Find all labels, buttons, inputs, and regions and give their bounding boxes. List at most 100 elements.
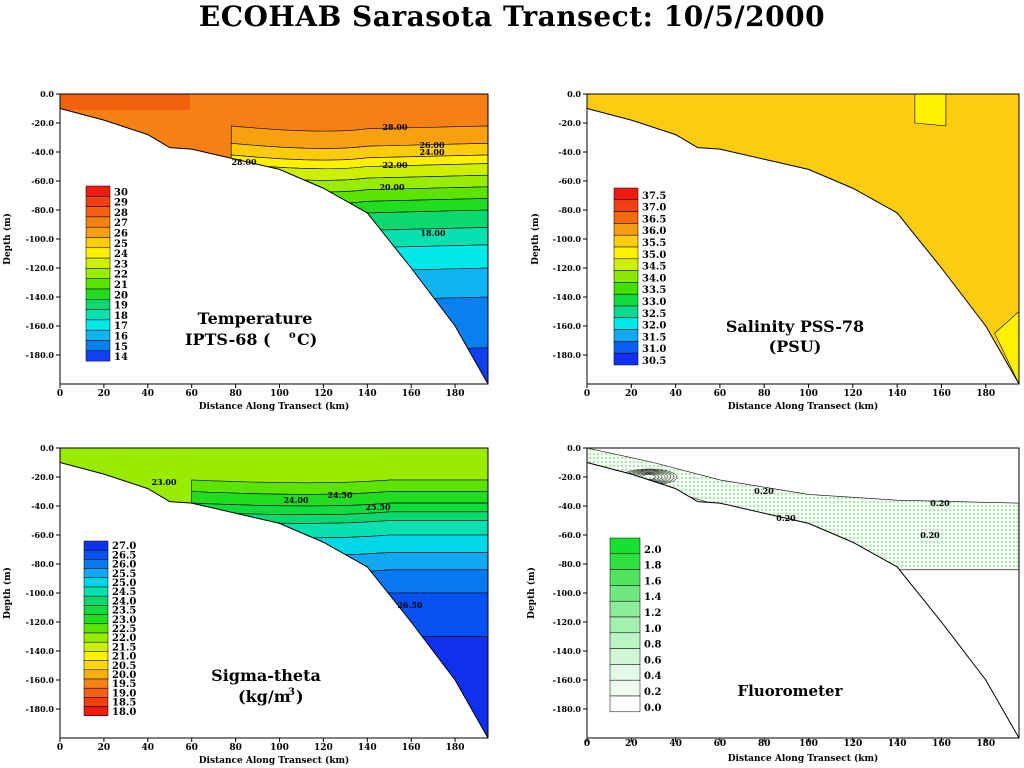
salinity-ytick: -20.0 (558, 118, 581, 128)
sigma_theta-xtick: 0 (57, 743, 63, 753)
salinity-legend-label: 34.5 (642, 262, 666, 273)
salinity-legend-swatch (613, 258, 639, 271)
fluorometer-ytick: 0.0 (567, 443, 581, 453)
temperature-ytick: -20.0 (31, 118, 54, 128)
salinity-xtick: 40 (669, 389, 682, 399)
sigma_theta-xtick: 60 (185, 743, 198, 753)
fluorometer-legend-swatch (609, 695, 641, 713)
salinity-label-line: (PSU) (769, 337, 822, 356)
sigma_theta-ytick: 0.0 (40, 443, 54, 453)
sigma_theta-contour-label: 25.50 (365, 502, 390, 512)
fluorometer-legend-label: 1.6 (644, 576, 661, 587)
fluorometer-legend-label: 1.2 (644, 608, 661, 619)
sigma-label-line: ) (296, 687, 304, 706)
temperature-legend-label: 14 (114, 352, 128, 363)
fluorometer-ytick: -140.0 (553, 646, 582, 656)
salinity-ytick: -80.0 (558, 205, 581, 215)
sigma_theta-xtick: 40 (142, 743, 155, 753)
fluorometer-xtick: 180 (976, 739, 995, 749)
fluorometer-xtick: 60 (714, 739, 727, 749)
fluorometer-xtick: 160 (932, 739, 951, 749)
fluorometer-legend-label: 1.0 (644, 624, 661, 635)
sigma_theta-xlabel: Distance Along Transect (km) (199, 755, 350, 766)
sigma_theta-legend-swatch (83, 577, 109, 588)
salinity-ytick: -180.0 (553, 350, 582, 360)
sigma_theta-ytick: -20.0 (31, 472, 54, 482)
salinity-legend-label: 35.0 (642, 250, 666, 261)
temperature-legend-label: 19 (114, 301, 128, 312)
salinity-legend-label: 31.5 (642, 332, 666, 343)
fluorometer-chart: 0 20 40 60 80 100 120 140 160 180 0.0 -20.0 -40.0 -60… (526, 443, 1020, 764)
sigma_theta-legend-swatch (83, 568, 109, 579)
salinity-legend-label: 37.5 (642, 191, 666, 202)
temperature-fill (60, 94, 488, 384)
temperature-legend-swatch (85, 257, 111, 269)
temperature-xtick: 120 (314, 389, 333, 399)
temperature-frame (59, 93, 489, 385)
temperature-contour-label: 26.00 (419, 140, 444, 150)
sigma_theta-legend-swatch (83, 697, 109, 707)
salinity-fill (587, 94, 1019, 384)
sigma_theta-xtick: 120 (314, 743, 333, 753)
salinity-xtick: 100 (799, 389, 818, 399)
sigma_theta-xtick: 180 (446, 743, 465, 753)
sigma_theta-ytick: -60.0 (31, 530, 54, 540)
salinity-legend-swatch (613, 246, 639, 260)
salinity-legend-swatch (613, 329, 639, 342)
temperature-ytick: 0.0 (40, 89, 54, 99)
fluorometer-ytick: -180.0 (553, 704, 582, 714)
temperature-legend-label: 16 (114, 332, 128, 343)
sigma_theta-legend-label: 18.0 (112, 707, 136, 718)
salinity-label: Salinity PSS-78(PSU) (726, 317, 864, 356)
fluorometer-legend-swatch (609, 679, 641, 697)
salinity-legend-swatch (613, 341, 639, 354)
temperature-legend-label: 25 (114, 239, 128, 250)
sigma_theta-legend-swatch (83, 651, 109, 661)
fluorometer-ytick: -40.0 (558, 501, 581, 511)
salinity-legend-swatch (613, 305, 639, 319)
fluorometer-xtick: 20 (625, 739, 638, 749)
temperature-seabed (59, 108, 489, 385)
temperature-legend-swatch (85, 196, 111, 207)
temperature-contour-label: 28.00 (382, 122, 407, 132)
salinity-legend-swatch (613, 270, 639, 283)
temperature-xtick: 40 (142, 389, 155, 399)
sigma_theta-ytick: -80.0 (31, 559, 54, 569)
sigma_theta-legend-swatch (83, 605, 109, 615)
sigma_theta-legend-label: 25.0 (112, 578, 136, 589)
sigma_theta-xtick: 100 (270, 743, 289, 753)
temperature-legend-label: 20 (114, 290, 128, 301)
salinity-legend-swatch (613, 223, 639, 236)
sigma_theta-legend-label: 21.5 (112, 642, 136, 653)
sigma_theta-contour-label: 24.00 (283, 495, 308, 505)
sigma_theta-legend-label: 22.5 (112, 624, 136, 635)
sigma_theta-ytick: -40.0 (31, 501, 54, 511)
temperature-legend-label: 30 (114, 187, 128, 198)
fluorometer-xtick: 40 (669, 739, 682, 749)
sigma_theta-legend-label: 20.0 (112, 670, 136, 681)
temperature-ylabel: Depth (m) (2, 213, 13, 265)
fluorometer-legend-swatch (609, 537, 641, 555)
salinity-legend-swatch (613, 352, 639, 366)
fluorometer-xtick: 140 (888, 739, 907, 749)
temperature-contour-label: 20.00 (379, 182, 404, 192)
temperature-legend-swatch (85, 340, 111, 352)
sigma_theta-legend-label: 18.5 (112, 698, 136, 709)
sigma_theta-label: Sigma-theta (kg/m3) (211, 666, 321, 706)
temperature-xlabel: Distance Along Transect (km) (199, 401, 350, 412)
sigma_theta-chart: 0 20 40 60 80 100 120 140 160 180 0.0 -20.0 -40.0 -60… (2, 443, 489, 766)
temperature-legend-swatch (85, 268, 111, 279)
salinity-xtick: 140 (888, 389, 907, 399)
salinity-legend-swatch (613, 199, 639, 212)
salinity-ytick: -40.0 (558, 147, 581, 157)
temperature-legend-swatch (85, 309, 111, 321)
sigma_theta-ytick: -120.0 (26, 617, 55, 627)
sigma_theta-legend-swatch (83, 559, 109, 569)
temperature-legend-label: 24 (114, 249, 128, 260)
figure-title: ECOHAB Sarasota Transect: 10/5/2000 (198, 0, 826, 33)
salinity-legend-label: 33.5 (642, 285, 666, 296)
sigma_theta-contour-label: 23.00 (151, 477, 176, 487)
temperature-legend-swatch (85, 288, 111, 300)
